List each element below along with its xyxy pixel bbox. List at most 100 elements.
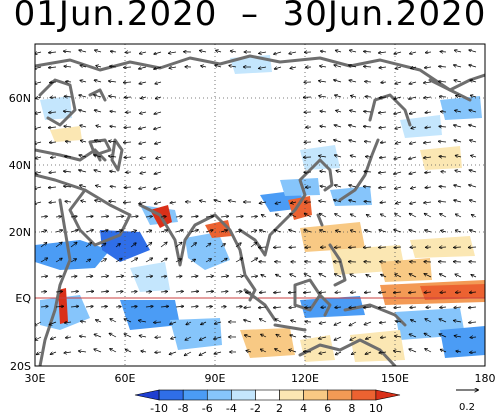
wind-vector-arrow — [425, 319, 432, 323]
wind-vector-arrow — [205, 291, 213, 292]
wind-vector-arrow — [364, 186, 372, 187]
wind-vector-arrow — [200, 51, 207, 52]
wind-vector-arrow — [190, 259, 195, 262]
wind-vector-arrow — [259, 52, 267, 53]
wind-vector-arrow — [396, 321, 402, 322]
wind-vector-arrow — [40, 291, 46, 292]
wind-vector-arrow — [85, 243, 91, 248]
wind-vector-arrow — [349, 80, 357, 82]
wind-vector-arrow — [115, 258, 122, 263]
wind-vector-arrow — [365, 292, 372, 293]
wind-vector-arrow — [261, 334, 267, 338]
lat-label-60n: 60N — [9, 92, 31, 105]
wind-vector-arrow — [426, 307, 432, 308]
wind-vector-arrow — [335, 274, 342, 278]
wind-vector-arrow — [250, 230, 256, 232]
wind-vector-arrow — [169, 351, 177, 354]
wind-vector-arrow — [336, 171, 342, 172]
wind-vector-arrow — [379, 172, 387, 173]
shade-eq-pac-red — [420, 284, 485, 300]
wind-vector-arrow — [455, 170, 462, 172]
lat-label-40n: 40N — [9, 159, 31, 172]
wind-vector-arrow — [259, 247, 267, 248]
wind-vector-arrow — [320, 66, 327, 67]
shade-south-io2 — [170, 318, 222, 350]
lon-label-90e: 90E — [205, 372, 226, 385]
wind-vector-arrow — [115, 306, 121, 307]
wind-vector-arrow — [366, 337, 372, 339]
wind-vector-arrow — [55, 276, 61, 277]
wind-vector-arrow — [154, 52, 162, 54]
wind-vector-arrow — [40, 230, 46, 232]
wind-vector-arrow — [160, 276, 166, 277]
wind-vector-arrow — [229, 66, 237, 67]
wind-vector-arrow — [439, 81, 447, 82]
wind-vector-arrow — [395, 82, 402, 84]
wind-vector-arrow — [259, 67, 267, 68]
wind-vector-arrow — [51, 337, 57, 339]
wind-vector-arrow — [395, 127, 402, 129]
colorbar-swatch — [158, 389, 184, 401]
wind-vector-arrow — [94, 170, 102, 172]
wind-vector-arrow — [395, 336, 402, 337]
wind-vector-arrow — [109, 141, 117, 142]
wind-vector-arrow — [349, 125, 357, 127]
wind-vector-arrow — [229, 200, 237, 202]
wind-vector-arrow — [175, 216, 182, 217]
wind-vector-arrow — [156, 157, 162, 159]
wind-vector-arrow — [244, 307, 252, 308]
wind-vector-arrow — [220, 306, 226, 307]
wind-vector-arrow — [175, 242, 182, 248]
wind-vector-arrow — [230, 51, 237, 52]
wind-vector-arrow — [289, 52, 297, 54]
wind-vector-arrow — [130, 258, 137, 263]
wind-vector-arrow — [424, 292, 432, 293]
wind-vector-arrow — [439, 66, 447, 67]
wind-vector-arrow — [79, 351, 87, 352]
wind-vector-arrow — [235, 276, 243, 277]
wind-vector-arrow — [439, 156, 447, 157]
wind-vector-arrow — [304, 274, 312, 278]
colorbar-tick-label: -6 — [202, 402, 213, 415]
wind-vector-arrow — [145, 216, 152, 217]
lon-label-150e: 150E — [381, 372, 409, 385]
wind-vector-arrow — [349, 247, 357, 248]
wind-vector-arrow — [424, 82, 432, 83]
wind-vector-arrow — [364, 66, 372, 67]
wind-vector-arrow — [469, 110, 477, 112]
wind-vector-arrow — [394, 112, 402, 114]
wind-vector-arrow — [80, 80, 87, 82]
shade-coral-sea — [350, 330, 405, 362]
wind-vector-arrow — [275, 67, 282, 69]
wind-vector-arrow — [95, 140, 102, 142]
wind-vector-arrow — [260, 230, 267, 232]
shade-yangtze — [280, 178, 320, 196]
wind-vector-arrow — [66, 141, 72, 142]
wind-vector-arrow — [40, 306, 48, 307]
wind-vector-arrow — [154, 67, 162, 69]
wind-vector-arrow — [111, 51, 117, 52]
wind-vector-arrow — [124, 82, 132, 83]
wind-vector-arrow — [379, 97, 387, 98]
wind-vector-arrow — [319, 337, 327, 339]
wind-vector-arrow — [139, 320, 147, 322]
wind-vector-arrow — [425, 172, 432, 173]
wind-vector-arrow — [94, 95, 102, 97]
wind-vector-arrow — [124, 157, 132, 158]
wind-vector-arrow — [109, 201, 117, 202]
wind-vector-arrow — [245, 335, 252, 337]
shade-wnp-orange2 — [380, 258, 432, 282]
wind-vector-arrow — [349, 321, 357, 326]
wind-vector-arrow — [440, 96, 447, 97]
wind-vector-arrow — [379, 230, 387, 233]
wind-vector-arrow — [394, 52, 402, 54]
wind-vector-arrow — [364, 126, 372, 127]
lon-label-120e: 120E — [291, 372, 319, 385]
shade-europe-yellow — [50, 126, 82, 142]
wind-vector-arrow — [289, 350, 297, 353]
wind-vector-arrow — [115, 244, 120, 248]
wind-vector-arrow — [244, 320, 252, 322]
wind-vector-arrow — [66, 81, 72, 82]
wind-vector-arrow — [235, 243, 241, 248]
wind-vector-arrow — [440, 214, 447, 218]
